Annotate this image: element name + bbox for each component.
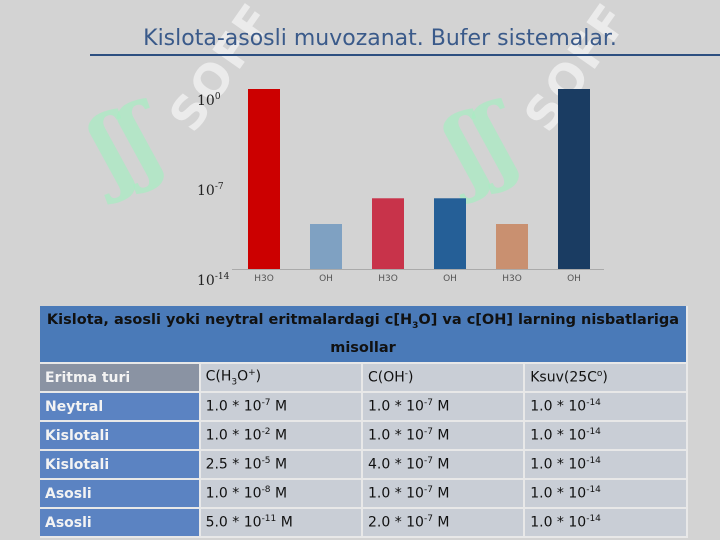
value-cell: 1.0 * 10-7 M bbox=[361, 421, 526, 451]
value-cell: 1.0 * 10-14 bbox=[524, 421, 688, 451]
slide-title: Kislota-asosli muvozanat. Bufer sistemal… bbox=[143, 26, 617, 51]
table-header-row: Eritma turi C(H3O+) C(OH-) Ksuv(25Co) bbox=[40, 363, 688, 393]
value-cell: 1.0 * 10-7 M bbox=[199, 392, 363, 422]
table-row: Kislotali 2.5 * 10-5 M 4.0 * 10-7 M 1.0 * 1… bbox=[40, 450, 688, 480]
row-type-cell: Kislotali bbox=[40, 450, 201, 480]
y-tick-label: 10-7 bbox=[197, 182, 224, 199]
col-header-h3o: C(H3O+) bbox=[199, 363, 363, 393]
x-tick-label: H3O bbox=[502, 274, 522, 284]
row-type-cell: Kislotali bbox=[40, 421, 201, 451]
col-header-oh: C(OH-) bbox=[361, 363, 526, 393]
value-cell: 1.0 * 10-14 bbox=[524, 479, 688, 509]
row-type-cell: Neytral bbox=[40, 392, 201, 422]
value-cell: 1.0 * 10-14 bbox=[524, 450, 688, 480]
table-row: Kislotali 1.0 * 10-2 M 1.0 * 10-7 M 1.0 * 1… bbox=[40, 421, 688, 451]
value-cell: 1.0 * 10-14 bbox=[524, 508, 688, 538]
value-cell: 1.0 * 10-8 M bbox=[199, 479, 363, 509]
chart-bar bbox=[558, 89, 590, 269]
table-heading: Kislota, asosli yoki neytral eritmalarda… bbox=[40, 306, 688, 364]
x-tick-label: OH bbox=[319, 274, 333, 284]
row-type-cell: Asosli bbox=[40, 479, 201, 509]
row-type-cell: Asosli bbox=[40, 508, 201, 538]
value-cell: 4.0 * 10-7 M bbox=[361, 450, 526, 480]
x-tick-label: H3O bbox=[378, 274, 398, 284]
col-header-type: Eritma turi bbox=[40, 363, 201, 393]
title-underline bbox=[90, 54, 720, 56]
data-table: Kislota, asosli yoki neytral eritmalarda… bbox=[40, 306, 688, 538]
table-row: Neytral 1.0 * 10-7 M 1.0 * 10-7 M 1.0 * 10-… bbox=[40, 392, 688, 422]
value-cell: 1.0 * 10-7 M bbox=[361, 392, 526, 422]
chart-bar bbox=[434, 198, 466, 269]
x-tick-label: OH bbox=[443, 274, 457, 284]
value-cell: 1.0 * 10-14 bbox=[524, 392, 688, 422]
x-tick-label: OH bbox=[567, 274, 581, 284]
chart-bar bbox=[248, 89, 280, 269]
value-cell: 1.0 * 10-2 M bbox=[199, 421, 363, 451]
value-cell: 2.5 * 10-5 M bbox=[199, 450, 363, 480]
y-tick-label: 100 bbox=[197, 92, 221, 109]
chart-bar bbox=[310, 224, 342, 269]
chart-bar bbox=[372, 198, 404, 269]
value-cell: 5.0 * 10-11 M bbox=[199, 508, 363, 538]
bar-chart: H3O OH H3O OH H3O OH 100 10-7 10-14 bbox=[197, 89, 604, 289]
table-row: Asosli 5.0 * 10-11 M 2.0 * 10-7 M 1.0 * 10-… bbox=[40, 508, 688, 538]
value-cell: 2.0 * 10-7 M bbox=[361, 508, 526, 538]
y-tick-label: 10-14 bbox=[197, 272, 230, 289]
x-tick-label: H3O bbox=[254, 274, 274, 284]
table-heading-row: Kislota, asosli yoki neytral eritmalarda… bbox=[40, 306, 688, 364]
col-header-ksuv: Ksuv(25Co) bbox=[524, 363, 688, 393]
chart-bar bbox=[496, 224, 528, 269]
value-cell: 1.0 * 10-7 M bbox=[361, 479, 526, 509]
table-row: Asosli 1.0 * 10-8 M 1.0 * 10-7 M 1.0 * 10-1… bbox=[40, 479, 688, 509]
